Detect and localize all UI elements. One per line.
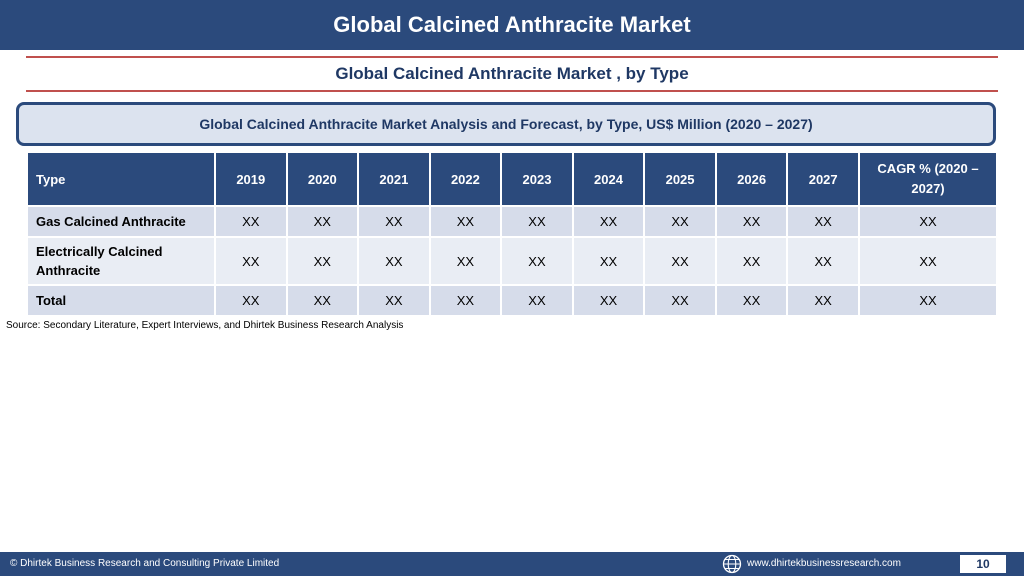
column-header-cagr: CAGR % (2020 – 2027)	[858, 151, 998, 207]
table-cell: XX	[285, 205, 360, 238]
table-header-row: Type 2019 2020 2021 2022 2023 2024 2025 …	[26, 151, 998, 207]
table-cell: XX	[500, 284, 574, 317]
column-header-type: Type	[26, 151, 216, 207]
table-cell: XX	[571, 236, 646, 286]
table-cell: XX	[714, 284, 789, 317]
row-label: Total	[26, 284, 216, 317]
table-cell: XX	[357, 205, 431, 238]
table-row-total: Total XX XX XX XX XX XX XX XX XX XX	[26, 284, 998, 317]
column-header-2025: 2025	[643, 151, 717, 207]
table-cell: XX	[714, 236, 789, 286]
column-header-2020: 2020	[285, 151, 360, 207]
table-cell: XX	[357, 236, 431, 286]
table-cell: XX	[571, 284, 646, 317]
copyright-text: © Dhirtek Business Research and Consulti…	[10, 558, 280, 569]
table-cell: XX	[428, 236, 503, 286]
table-cell: XX	[500, 205, 574, 238]
table-row-gas-calcined: Gas Calcined Anthracite XX XX XX XX XX X…	[26, 205, 998, 238]
table-cell: XX	[500, 236, 574, 286]
column-header-2022: 2022	[428, 151, 503, 207]
table-cell: XX	[643, 205, 717, 238]
table-caption: Global Calcined Anthracite Market Analys…	[199, 116, 813, 132]
table-cell: XX	[643, 284, 717, 317]
table-cell: XX	[858, 284, 998, 317]
subtitle-divider-top	[26, 56, 998, 58]
title-bar: Global Calcined Anthracite Market	[0, 0, 1024, 50]
column-header-2019: 2019	[214, 151, 288, 207]
market-table: Type 2019 2020 2021 2022 2023 2024 2025 …	[26, 151, 998, 317]
table-cell: XX	[285, 284, 360, 317]
column-header-2021: 2021	[357, 151, 431, 207]
globe-icon	[722, 554, 742, 574]
table-cell: XX	[643, 236, 717, 286]
website-link[interactable]: www.dhirtekbusinessresearch.com	[747, 558, 901, 569]
page-number: 10	[960, 555, 1006, 573]
table-cell: XX	[786, 205, 860, 238]
table-cell: XX	[285, 236, 360, 286]
table-cell: XX	[858, 236, 998, 286]
source-note: Source: Secondary Literature, Expert Int…	[6, 320, 404, 331]
column-header-2026: 2026	[714, 151, 789, 207]
table-cell: XX	[571, 205, 646, 238]
row-label: Electrically Calcined Anthracite	[26, 236, 216, 286]
footer: © Dhirtek Business Research and Consulti…	[0, 552, 1024, 576]
subtitle-divider-bottom	[26, 90, 998, 92]
page-title: Global Calcined Anthracite Market	[333, 12, 691, 37]
table-cell: XX	[786, 284, 860, 317]
row-label: Gas Calcined Anthracite	[26, 205, 216, 238]
table-cell: XX	[858, 205, 998, 238]
section-subtitle: Global Calcined Anthracite Market , by T…	[335, 64, 689, 83]
column-header-2024: 2024	[571, 151, 646, 207]
table-cell: XX	[214, 236, 288, 286]
table-row-electrically-calcined: Electrically Calcined Anthracite XX XX X…	[26, 236, 998, 286]
table-cell: XX	[786, 236, 860, 286]
table-cell: XX	[714, 205, 789, 238]
column-header-2027: 2027	[786, 151, 860, 207]
table-cell: XX	[214, 205, 288, 238]
table-cell: XX	[428, 205, 503, 238]
table-cell: XX	[428, 284, 503, 317]
table-cell: XX	[357, 284, 431, 317]
column-header-2023: 2023	[500, 151, 574, 207]
table-cell: XX	[214, 284, 288, 317]
table-caption-banner: Global Calcined Anthracite Market Analys…	[16, 102, 996, 146]
